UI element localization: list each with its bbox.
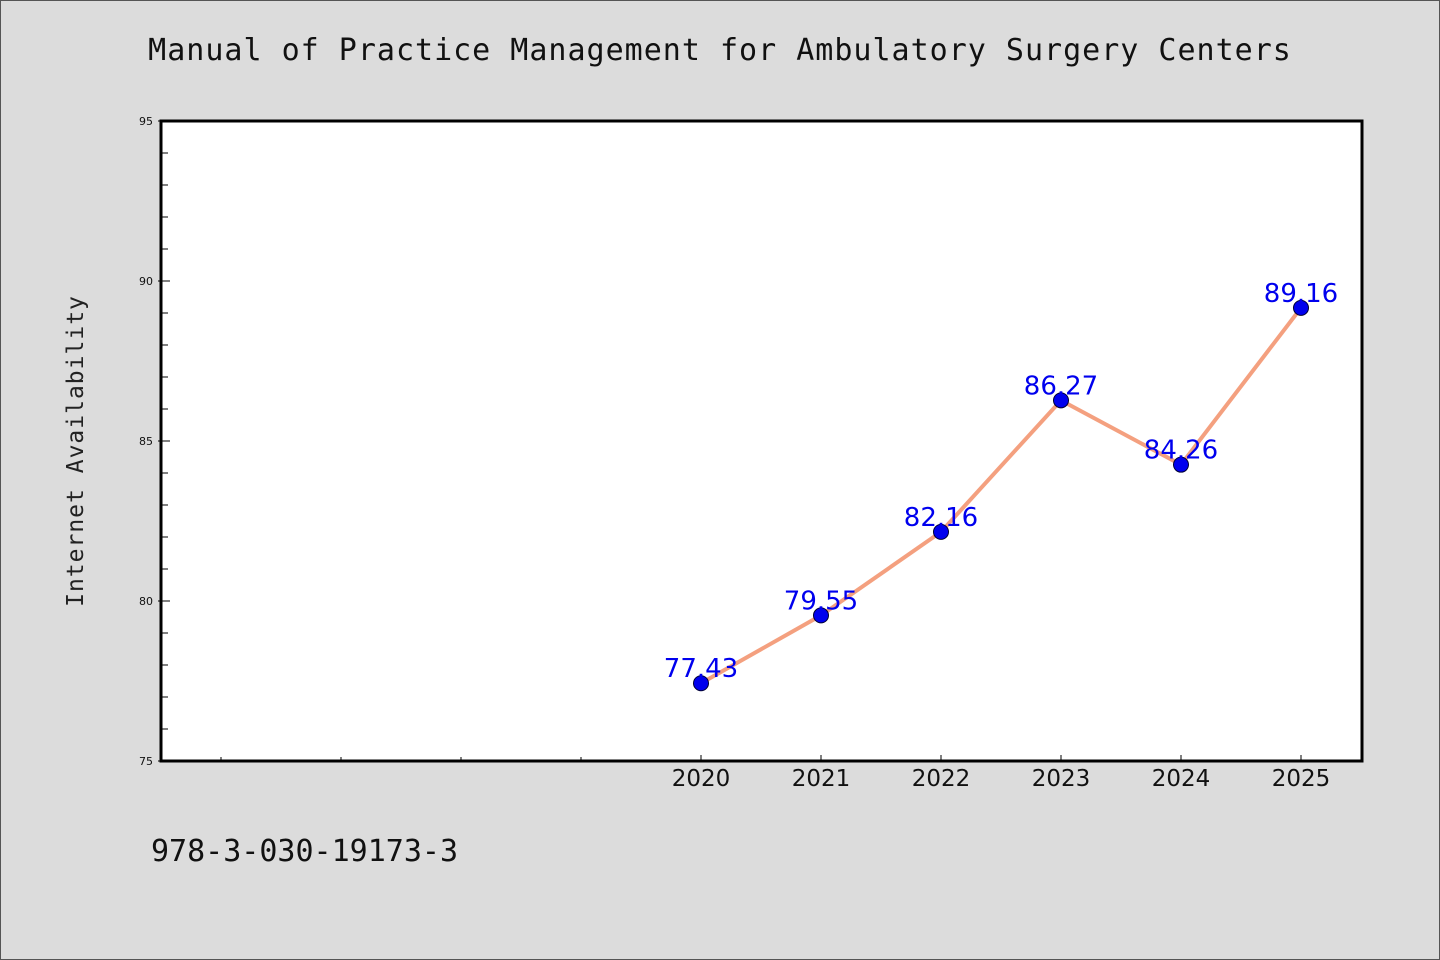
x-tick-label: 2020 bbox=[672, 766, 731, 792]
isbn-code: 978-3-030-19173-3 bbox=[151, 834, 459, 869]
data-point-marker bbox=[813, 607, 829, 624]
data-point-marker bbox=[933, 523, 949, 540]
x-tick-label: 2025 bbox=[1272, 766, 1331, 792]
data-label: 82.16 bbox=[904, 503, 978, 533]
y-tick-label: 95 bbox=[139, 115, 153, 128]
x-tick-label: 2024 bbox=[1152, 766, 1211, 792]
data-label: 89.16 bbox=[1264, 279, 1338, 309]
y-tick-label: 80 bbox=[139, 595, 153, 608]
plot-frame bbox=[159, 119, 1364, 763]
data-label: 77.43 bbox=[664, 654, 738, 684]
x-tick-label: 2022 bbox=[912, 766, 971, 792]
data-label: 84.26 bbox=[1144, 436, 1218, 466]
y-tick-label: 90 bbox=[139, 275, 153, 288]
data-point-marker bbox=[1053, 392, 1069, 409]
x-tick-label: 2023 bbox=[1032, 766, 1091, 792]
x-tick-label: 2021 bbox=[792, 766, 851, 792]
plot-area bbox=[161, 121, 1362, 761]
data-label: 86.27 bbox=[1024, 371, 1098, 401]
y-tick-label: 75 bbox=[139, 755, 153, 768]
data-point-marker bbox=[693, 675, 709, 692]
data-point-marker bbox=[1173, 456, 1189, 473]
series-line bbox=[699, 305, 1303, 686]
data-point-marker bbox=[1293, 299, 1309, 316]
data-label: 79.55 bbox=[784, 586, 858, 616]
chart-title: Manual of Practice Management for Ambula… bbox=[148, 33, 1292, 68]
y-tick-label: 85 bbox=[139, 435, 153, 448]
